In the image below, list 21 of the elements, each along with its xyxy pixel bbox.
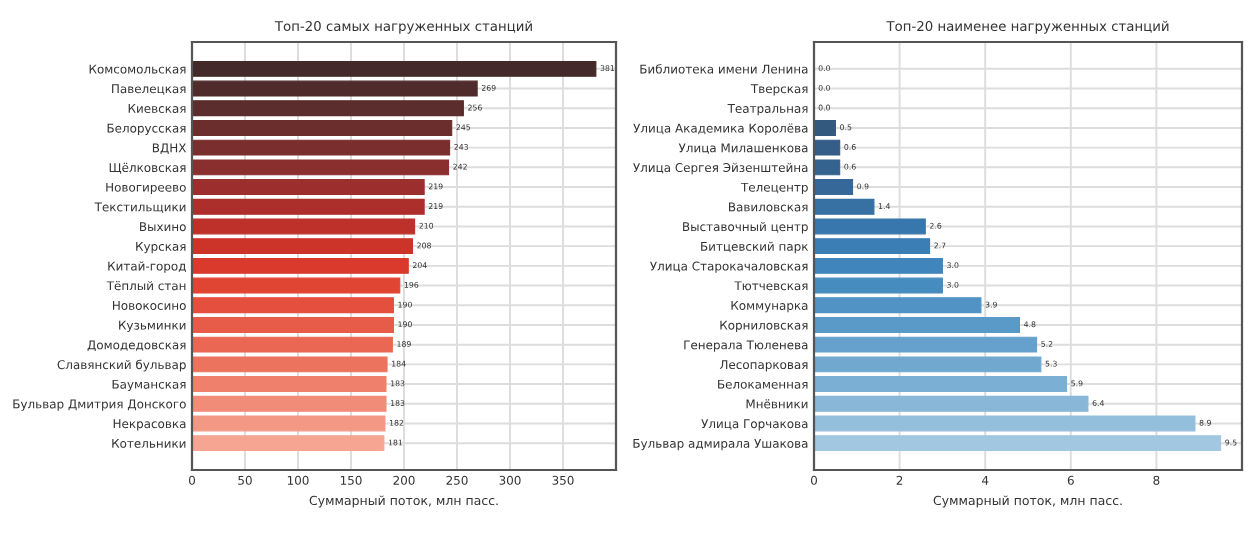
bar	[192, 395, 387, 412]
bar	[192, 435, 385, 452]
bar	[192, 120, 453, 136]
bar	[814, 376, 1068, 392]
bar	[814, 120, 836, 136]
bar	[814, 238, 931, 255]
bar	[192, 376, 387, 392]
bar	[192, 179, 425, 195]
bar	[814, 179, 854, 195]
bar	[192, 218, 416, 235]
bar	[192, 317, 394, 333]
bar	[814, 435, 1222, 452]
bar	[814, 257, 943, 274]
bar	[192, 415, 386, 432]
bar	[192, 60, 597, 77]
bar	[192, 139, 451, 156]
bar	[192, 257, 409, 274]
bar	[192, 238, 414, 255]
bar	[192, 159, 450, 176]
bar	[192, 198, 425, 215]
bar	[814, 317, 1020, 333]
